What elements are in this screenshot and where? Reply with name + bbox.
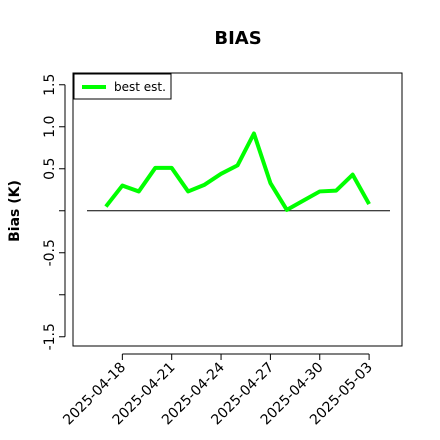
plot-frame <box>72 72 403 347</box>
y-tick-label: -0.5 <box>42 239 58 266</box>
y-tick-label: 1.5 <box>42 74 58 96</box>
y-tick-label: 0.5 <box>42 158 58 180</box>
chart-title: BIAS <box>214 28 261 49</box>
y-tick-label: 1.0 <box>42 116 58 138</box>
series-line <box>104 131 371 212</box>
legend-label: best est. <box>114 80 166 94</box>
y-axis-label: Bias (K) <box>7 180 23 242</box>
y-tick-label: -1.5 <box>42 323 58 350</box>
